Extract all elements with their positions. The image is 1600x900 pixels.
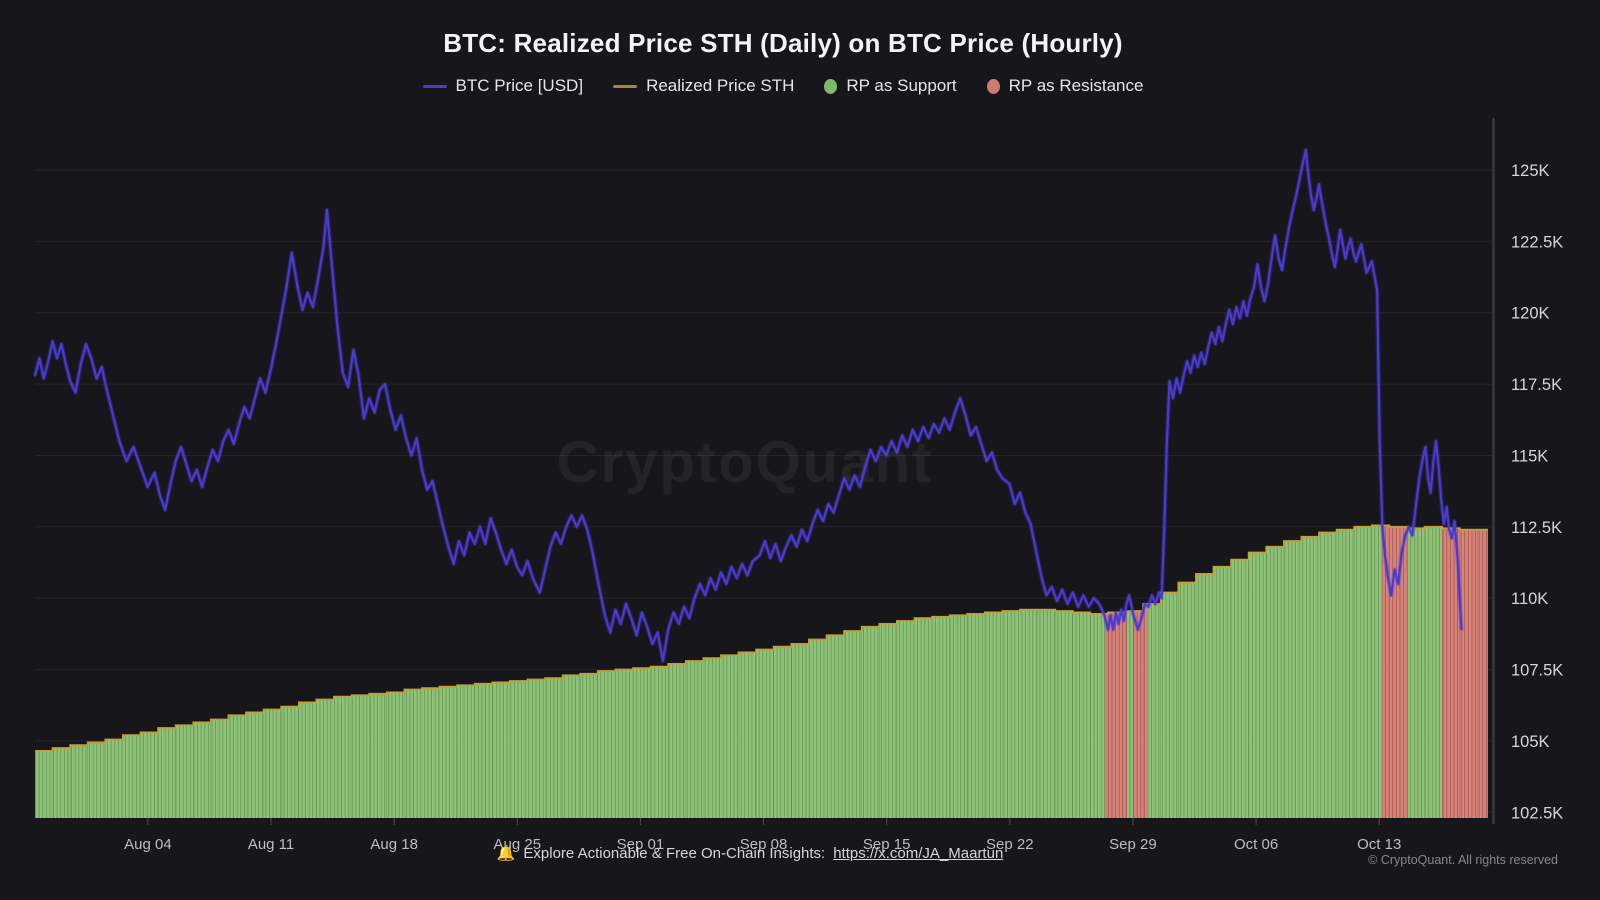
rp-support-resistance-bars [35,525,1488,818]
svg-text:Oct 13: Oct 13 [1357,836,1401,853]
axis-labels: 125K 122.5K 120K 117.5K 115K 112.5K 110K 107.5K… [124,162,1563,853]
legend-item-btc-price[interactable]: BTC Price [USD] [422,76,584,96]
footer-note: 🔔 Explore Actionable & Free On-Chain Ins… [0,844,1500,863]
footer-link[interactable]: https://x.com/JA_Maartun [833,844,1004,862]
svg-text:112.5K: 112.5K [1511,519,1562,537]
copyright-text: © CryptoQuant. All rights reserved [1368,853,1558,867]
svg-text:125K: 125K [1511,162,1550,180]
legend-label: Realized Price STH [646,76,795,95]
svg-text:105K: 105K [1511,733,1550,751]
watermark-text: CryptoQuant [557,430,933,495]
bell-icon: 🔔 [496,845,516,862]
svg-text:Aug 18: Aug 18 [370,836,418,853]
svg-text:Sep 01: Sep 01 [617,836,665,853]
page-title: BTC: Realized Price STH (Daily) on BTC P… [443,28,1123,58]
svg-text:107.5K: 107.5K [1511,662,1563,680]
svg-text:Oct 06: Oct 06 [1234,836,1278,853]
svg-text:Sep 22: Sep 22 [986,836,1034,853]
svg-text:Sep 08: Sep 08 [740,836,788,853]
btc-price-line [32,147,1464,664]
svg-text:Aug 25: Aug 25 [494,836,542,853]
svg-text:Aug 11: Aug 11 [248,836,294,853]
svg-text:115K: 115K [1511,447,1548,465]
axes [147,118,1495,825]
svg-text:102.5K: 102.5K [1511,804,1563,822]
svg-text:110K: 110K [1511,590,1548,608]
svg-text:Sep 15: Sep 15 [863,836,911,853]
realized-price-step-line [35,524,1488,752]
circle-swatch-icon [986,78,1000,94]
legend: BTC Price [USD] Realized Price STH RP as… [0,76,1566,96]
watermark: CryptoQuant [557,430,933,495]
line-swatch-icon [422,84,447,88]
legend-item-realized-price[interactable]: Realized Price STH [613,76,794,96]
svg-text:122.5K: 122.5K [1511,233,1563,251]
legend-label: BTC Price [USD] [455,76,584,95]
legend-item-rp-resistance[interactable]: RP as Resistance [986,76,1144,96]
legend-item-rp-support[interactable]: RP as Support [824,76,957,96]
svg-text:120K: 120K [1511,305,1550,323]
legend-label: RP as Resistance [1008,76,1144,95]
legend-label: RP as Support [846,76,957,95]
footer-text: Explore Actionable & Free On-Chain Insig… [523,844,826,862]
svg-text:Sep 29: Sep 29 [1109,836,1157,853]
svg-text:117.5K: 117.5K [1511,376,1562,394]
circle-swatch-icon [824,78,838,94]
line-swatch-icon [613,84,638,88]
svg-text:Aug 04: Aug 04 [124,836,172,853]
